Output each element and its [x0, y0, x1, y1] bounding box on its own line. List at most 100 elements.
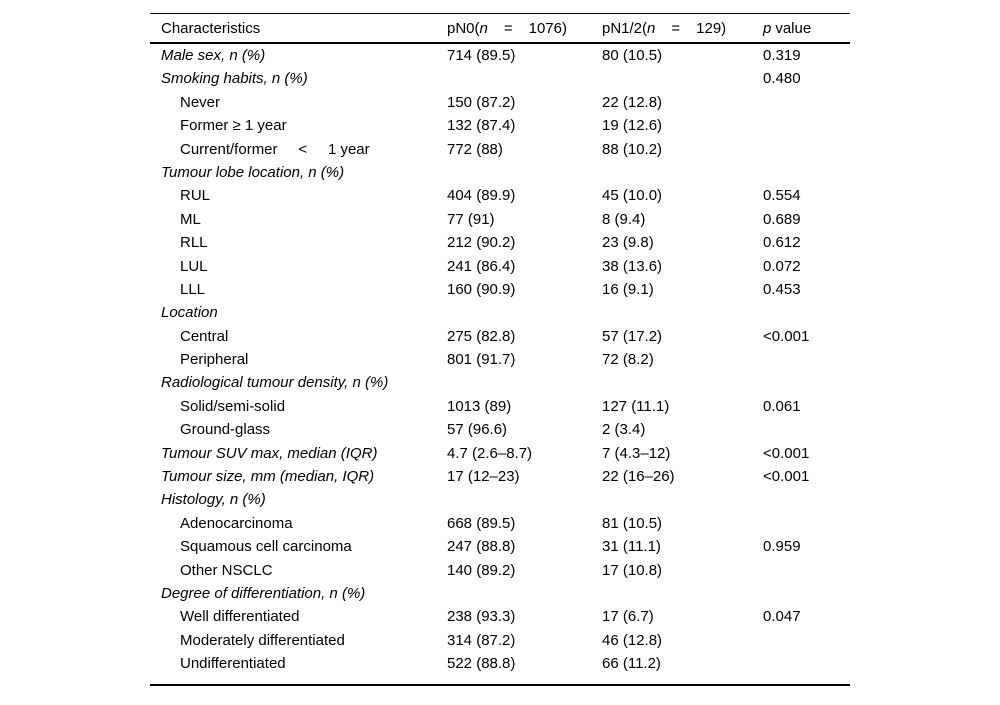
characteristic-label: Ground-glass [180, 421, 271, 439]
pn0-value: 1013 (89) [447, 397, 512, 415]
pn0-value: 150 (87.2) [447, 93, 516, 111]
pn0-value: 4.7 (2.6–8.7) [447, 444, 533, 462]
pn12-value: 22 (12.8) [602, 93, 663, 111]
pn0-value [447, 371, 602, 394]
pn12-value: 127 (11.1) [602, 397, 670, 415]
table-row: Histology, n (%) [150, 488, 850, 511]
pn12-value [602, 161, 763, 184]
table-row: Ground-glass 57 (96.6) 2 (3.4) [150, 418, 850, 441]
pn12-value: 16 (9.1) [602, 280, 654, 298]
table-header-row: Characteristics pN0(n = 1076) pN1/2(n = 129)… [150, 14, 850, 44]
characteristic-label: Never [180, 93, 221, 111]
pn0-value: 668 (89.5) [447, 514, 516, 532]
characteristic-label: Histology, n (%) [161, 491, 266, 509]
pn12-value: 2 (3.4) [602, 421, 646, 439]
characteristic-label: Male sex, n (%) [161, 47, 266, 64]
pn0-value: 77 (91) [447, 210, 495, 228]
table-row: Central 275 (82.8) 57 (17.2) <0.001 [150, 325, 850, 348]
pn0-value: 714 (89.5) [447, 47, 516, 64]
characteristic-label: Moderately differentiated [180, 631, 345, 649]
pn12-value: 81 (10.5) [602, 514, 663, 532]
pn12-value: 45 (10.0) [602, 187, 663, 205]
pn12-value: 17 (6.7) [602, 608, 654, 626]
table-row: Tumour lobe location, n (%) [150, 161, 850, 184]
pn12-value [602, 371, 763, 394]
p-value: <0.001 [763, 327, 810, 345]
table-row: ML 77 (91) 8 (9.4) 0.689 [150, 208, 850, 231]
table-row: Undifferentiated 522 (88.8) 66 (11.2) [150, 652, 850, 675]
p-value: 0.612 [763, 234, 801, 252]
characteristic-label: Tumour size, mm (median, IQR) [161, 468, 375, 486]
pn12-value: 57 (17.2) [602, 327, 663, 345]
p-value [763, 114, 850, 137]
table-row: Radiological tumour density, n (%) [150, 371, 850, 394]
pn0-value: 238 (93.3) [447, 608, 516, 626]
p-value: 0.047 [763, 608, 801, 626]
table-row: Degree of differentiation, n (%) [150, 582, 850, 605]
pn12-value [602, 67, 763, 90]
table-row: Tumour size, mm (median, IQR) 17 (12–23)… [150, 465, 850, 488]
table-row: Former ≥ 1 year 132 (87.4) 19 (12.6) [150, 114, 850, 137]
pn12-value [602, 488, 763, 511]
p-value [763, 512, 850, 535]
characteristic-label: Solid/semi-solid [180, 397, 286, 415]
table-row: Smoking habits, n (%) 0.480 [150, 67, 850, 90]
pn0-value [447, 488, 602, 511]
pn12-value: 31 (11.1) [602, 538, 661, 556]
pn12-value [602, 301, 763, 324]
characteristic-label: Adenocarcinoma [180, 514, 293, 532]
p-value: 0.959 [763, 538, 801, 556]
header-pn12-prefix: pN1/2( [602, 19, 648, 37]
header-pn0-column: pN0(n = 1076) [447, 20, 602, 37]
p-value: 0.480 [763, 70, 801, 88]
pn12-value: 7 (4.3–12) [602, 444, 671, 462]
clinical-characteristics-table: Characteristics pN0(n = 1076) pN1/2(n = 129)… [150, 13, 850, 686]
characteristic-label: Undifferentiated [180, 655, 286, 673]
table-row: Peripheral 801 (91.7) 72 (8.2) [150, 348, 850, 371]
table-row: Other NSCLC 140 (89.2) 17 (10.8) [150, 559, 850, 582]
pn0-value [447, 67, 602, 90]
header-pn12-count: 129) [696, 19, 727, 37]
characteristic-label: LUL [180, 257, 208, 275]
pn0-value: 522 (88.8) [447, 655, 516, 673]
pn12-value: 23 (9.8) [602, 234, 654, 252]
characteristic-label: LLL [180, 280, 206, 298]
table-row: Adenocarcinoma 668 (89.5) 81 (10.5) [150, 512, 850, 535]
header-pn0-equals: = [503, 19, 513, 37]
characteristic-label: Radiological tumour density, n (%) [161, 374, 389, 392]
characteristic-label: Peripheral [180, 351, 249, 369]
p-value [763, 301, 850, 324]
characteristic-label: Well differentiated [180, 608, 300, 626]
table-row: Tumour SUV max, median (IQR) 4.7 (2.6–8.… [150, 442, 850, 465]
pn0-value: 241 (86.4) [447, 257, 516, 275]
characteristic-label: Degree of differentiation, n (%) [161, 584, 366, 602]
p-value [763, 418, 850, 441]
pn12-value: 22 (16–26) [602, 468, 675, 486]
pn0-value: 57 (96.6) [447, 421, 508, 439]
header-pn0-n-symbol: n [479, 19, 488, 37]
header-p-symbol: p [763, 19, 772, 37]
table-row: Moderately differentiated 314 (87.2) 46 … [150, 629, 850, 652]
table-row: RUL 404 (89.9) 45 (10.0) 0.554 [150, 184, 850, 207]
header-pvalue-label: value [775, 19, 812, 37]
p-value [763, 138, 850, 161]
pn0-value: 801 (91.7) [447, 351, 516, 369]
p-value: <0.001 [763, 468, 810, 486]
pn12-value: 46 (12.8) [602, 631, 663, 649]
pn0-value: 140 (89.2) [447, 561, 516, 579]
pn12-value: 19 (12.6) [602, 117, 663, 135]
pn0-value: 132 (87.4) [447, 117, 516, 135]
pn0-value: 275 (82.8) [447, 327, 516, 345]
header-pn12-equals: = [671, 19, 681, 37]
header-pn0-count: 1076) [528, 19, 567, 37]
pn0-value: 17 (12–23) [447, 468, 520, 486]
p-value [763, 371, 850, 394]
characteristic-label: Current/former < 1 year [180, 140, 370, 158]
p-value [763, 559, 850, 582]
table-row: Solid/semi-solid 1013 (89) 127 (11.1) 0.… [150, 395, 850, 418]
header-pn12-n-symbol: n [647, 19, 656, 37]
header-pn12-column: pN1/2(n = 129) [602, 20, 763, 37]
pn12-value: 17 (10.8) [602, 561, 663, 579]
characteristic-label: RLL [180, 234, 208, 252]
